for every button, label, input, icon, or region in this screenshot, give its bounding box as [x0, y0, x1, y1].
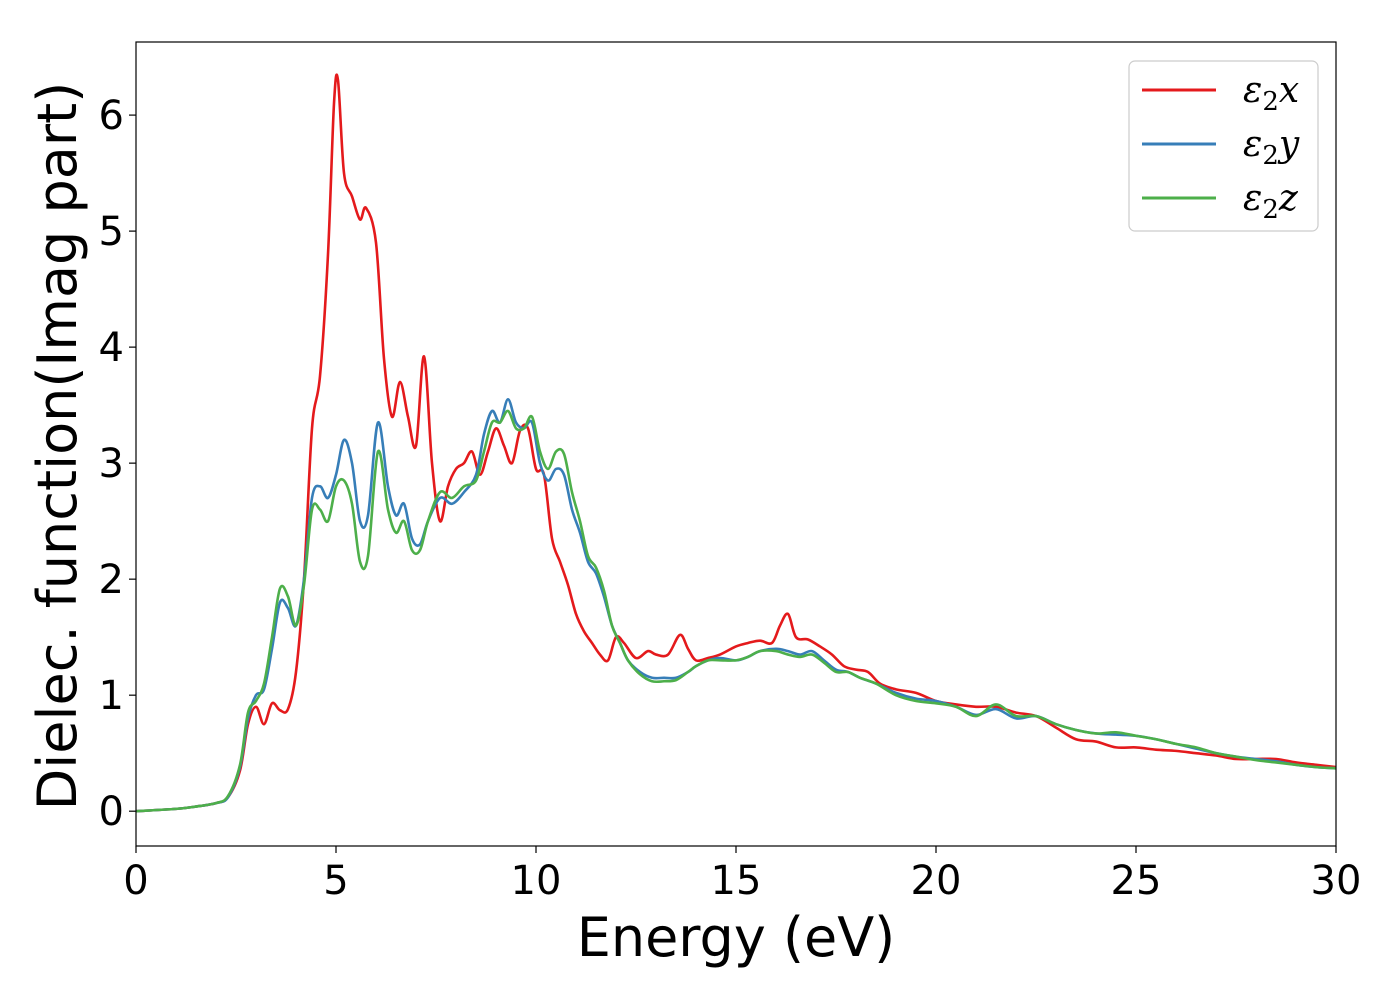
- legend: ε2x ε2y ε2z: [1128, 60, 1319, 232]
- legend-label-x: ε2x: [1243, 70, 1299, 117]
- x-tick-label: 20: [911, 858, 962, 904]
- series-layer: [136, 73, 1336, 813]
- tick-layer: 0 5 10 15 20 25 30 0 1 2 3 4 5 6: [99, 93, 1362, 904]
- series-line-x: [136, 73, 1336, 813]
- y-axis-title: Dielec. function(Imag part): [26, 82, 89, 811]
- y-tick-label: 4: [99, 325, 124, 371]
- y-tick-label: 0: [99, 789, 124, 835]
- y-tick-label: 5: [99, 209, 124, 255]
- legend-box: [1128, 60, 1319, 232]
- y-tick-label: 1: [99, 673, 124, 719]
- x-tick-label: 5: [323, 858, 348, 904]
- y-tick-label: 6: [99, 93, 124, 139]
- legend-label-y: ε2y: [1243, 124, 1300, 171]
- x-axis-title: Energy (eV): [577, 906, 896, 969]
- x-tick-label: 10: [511, 858, 562, 904]
- y-tick-label: 3: [99, 441, 124, 487]
- x-tick-label: 0: [123, 858, 148, 904]
- x-tick-label: 30: [1311, 858, 1362, 904]
- x-tick-label: 15: [711, 858, 762, 904]
- y-tick-label: 2: [99, 557, 124, 603]
- series-line-z: [136, 409, 1336, 813]
- series-line-y: [136, 398, 1336, 813]
- legend-label-z: ε2z: [1243, 178, 1299, 225]
- plot-frame: [135, 41, 1337, 847]
- x-tick-label: 25: [1111, 858, 1162, 904]
